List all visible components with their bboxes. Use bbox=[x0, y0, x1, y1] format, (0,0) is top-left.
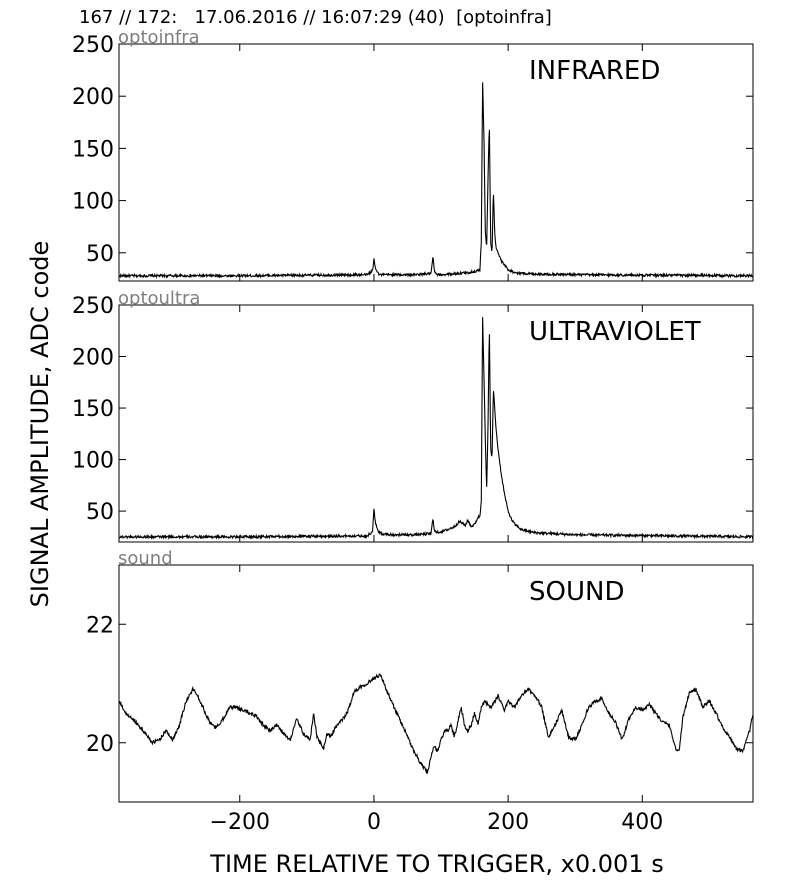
panel-optoinfra: 50 100 150 200 250 optoinfra INFRARED bbox=[72, 27, 754, 282]
y-tick-label: 100 bbox=[72, 449, 114, 474]
panel-sound: 20 22 −200 0 200 400 sound SOUND bbox=[86, 548, 754, 835]
panel-title: INFRARED bbox=[529, 56, 660, 86]
plot-frame bbox=[118, 304, 754, 543]
y-tick-label: 20 bbox=[86, 732, 114, 757]
channel-label: optoultra bbox=[118, 288, 200, 309]
y-tick-label: 250 bbox=[72, 33, 114, 58]
y-tick-label: 200 bbox=[72, 85, 114, 110]
figure-header: 167 // 172: 17.06.2016 // 16:07:29 (40) … bbox=[79, 7, 552, 28]
x-tick-label: 200 bbox=[487, 810, 529, 835]
plot-frame bbox=[118, 43, 754, 282]
y-tick-label: 50 bbox=[86, 242, 114, 267]
x-axis-label: TIME RELATIVE TO TRIGGER, x0.001 s bbox=[209, 850, 663, 878]
y-axis-label: SIGNAL AMPLITUDE, ADC code bbox=[26, 241, 54, 608]
y-tick-label: 150 bbox=[72, 137, 114, 162]
y-tick-label: 50 bbox=[86, 500, 114, 525]
panel-title: SOUND bbox=[529, 577, 624, 607]
y-tick-label: 250 bbox=[72, 294, 114, 319]
panel-title: ULTRAVIOLET bbox=[529, 317, 701, 347]
x-tick-label: −200 bbox=[210, 810, 270, 835]
series-line-optoinfra bbox=[119, 82, 753, 279]
panel-optoultra: 50 100 150 200 250 optoultra ULTRAVIOLET bbox=[72, 288, 754, 543]
y-tick-label: 22 bbox=[86, 613, 114, 638]
x-tick-label: 400 bbox=[621, 810, 663, 835]
series-line-optoultra bbox=[119, 317, 753, 540]
channel-label: sound bbox=[118, 548, 173, 569]
y-tick-label: 150 bbox=[72, 397, 114, 422]
plot-frame bbox=[118, 564, 754, 803]
x-tick-label: 0 bbox=[367, 810, 381, 835]
series-line-sound bbox=[119, 673, 753, 775]
y-tick-label: 200 bbox=[72, 346, 114, 371]
y-tick-label: 100 bbox=[72, 190, 114, 215]
channel-label: optoinfra bbox=[118, 27, 200, 48]
